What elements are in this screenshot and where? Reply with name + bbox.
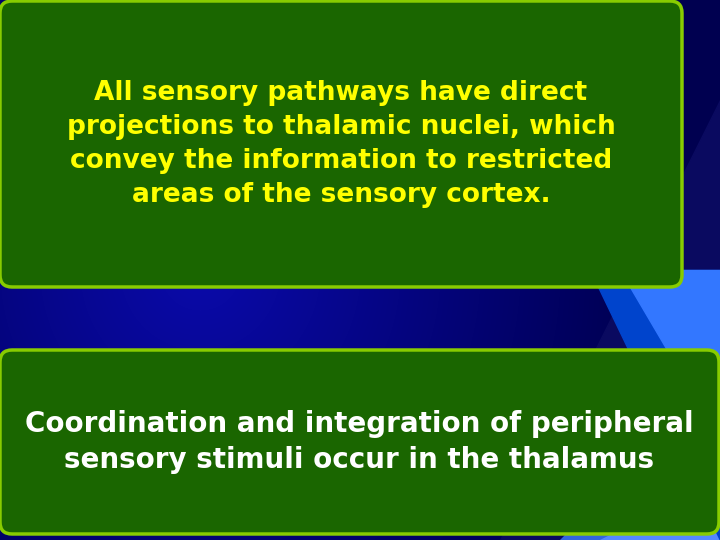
Polygon shape [590,270,720,540]
Polygon shape [560,380,720,540]
Polygon shape [620,270,720,440]
Text: All sensory pathways have direct
projections to thalamic nuclei, which
convey th: All sensory pathways have direct project… [67,80,616,208]
Polygon shape [500,100,720,540]
Polygon shape [600,480,720,540]
FancyBboxPatch shape [0,350,719,534]
Text: Coordination and integration of peripheral
sensory stimuli occur in the thalamus: Coordination and integration of peripher… [25,410,694,475]
FancyBboxPatch shape [0,1,682,287]
